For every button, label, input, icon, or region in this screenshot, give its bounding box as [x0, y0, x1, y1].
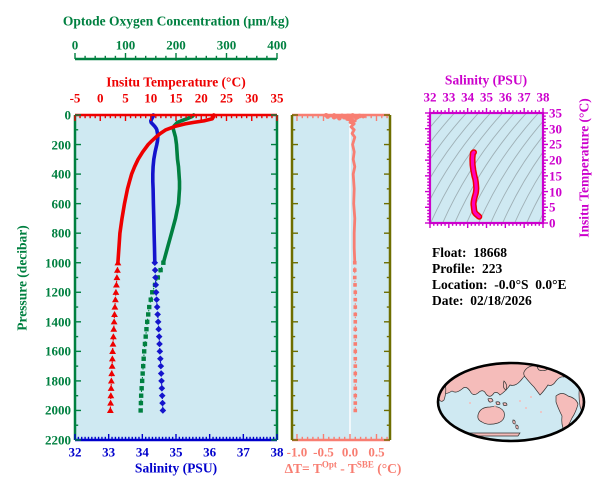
delta-t-background: [292, 115, 390, 440]
delta-t-panel: [290, 112, 392, 442]
oxygen-axis: [74, 53, 278, 61]
ts-diagram: [425, 108, 548, 228]
ts-salinity-axis-title: Salinity (PSU): [444, 72, 528, 88]
temperature-profile-curve: [116, 113, 216, 265]
temperature-deep-markers: [106, 259, 122, 414]
ts-curve: [470, 150, 481, 219]
world-map: [436, 361, 586, 443]
salinity-axis-title: Salinity (PSU): [134, 460, 218, 476]
temperature-axis-title: Insitu Temperature (°C): [106, 74, 246, 90]
oxygen-axis-title: Optode Oxygen Concentration (μm/kg): [62, 13, 290, 29]
pressure-axis-title: Pressure (decibar): [14, 225, 30, 331]
main-plot-background: [75, 115, 277, 440]
oxygen-profile-curve: [161, 113, 196, 265]
location-line: Location: -0.0°S 0.0°E: [432, 277, 567, 292]
ts-temperature-axis-title: Insitu Temperature (°C): [576, 98, 592, 238]
map-outline: [436, 361, 586, 443]
profile-number-line: Profile: 223: [432, 261, 503, 276]
density-contours: [430, 113, 543, 223]
delta-t-axis-title: ΔT= TOpt - TSBE (°C): [284, 459, 402, 476]
date-line: Date: 02/18/2026: [432, 293, 532, 308]
float-id-line: Float: 18668: [432, 245, 507, 260]
delta-t-deep-markers: [352, 260, 358, 413]
main-profile-plot: [73, 113, 279, 442]
salinity-profile-curve: [149, 113, 160, 265]
float-info-block: Float: 18668 Profile: 223 Location: -0.0…: [432, 245, 567, 309]
